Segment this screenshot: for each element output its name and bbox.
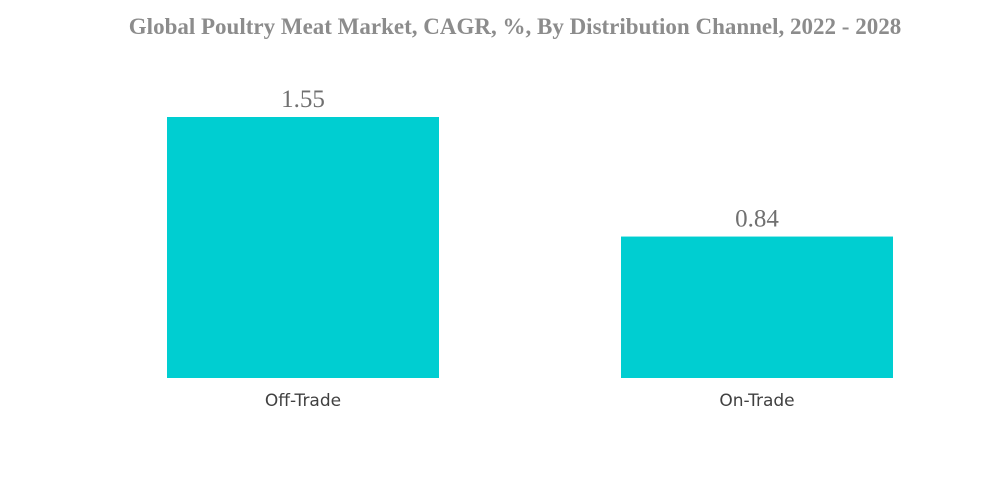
data-label: 1.55 (281, 86, 325, 113)
bar-off-trade (167, 117, 439, 378)
chart-title: Global Poultry Meat Market, CAGR, %, By … (128, 14, 902, 39)
category-label: Off-Trade (265, 391, 341, 411)
data-label: 0.84 (735, 206, 779, 233)
bar-on-trade (621, 236, 893, 378)
category-label: On-Trade (719, 391, 794, 411)
